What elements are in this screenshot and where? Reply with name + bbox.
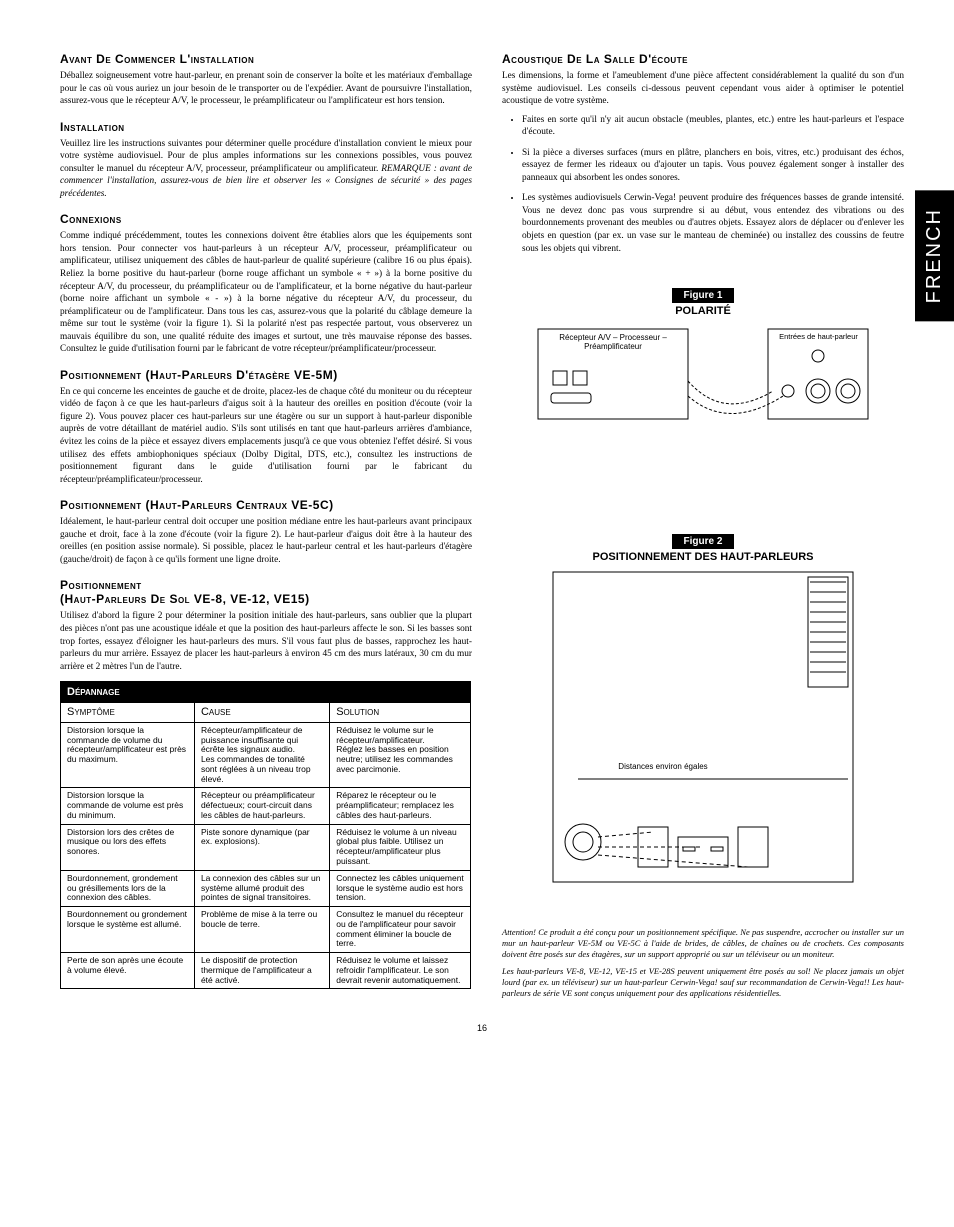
table-row: Réparez le récepteur ou le préamplificat… bbox=[330, 788, 471, 824]
para-connexions: Comme indiqué précédemment, toutes les c… bbox=[60, 230, 472, 355]
para-pos-5c: Idéalement, le haut-parleur central doit… bbox=[60, 516, 472, 566]
col-symptom: Symptôme bbox=[61, 703, 195, 723]
table-row: Distorsion lors des crêtes de musique ou… bbox=[61, 824, 195, 870]
right-column: Acoustique De La Salle D'écoute Les dime… bbox=[502, 40, 904, 1005]
table-row: Bourdonnement, grondement ou grésillemen… bbox=[61, 870, 195, 906]
para-acoustique: Les dimensions, la forme et l'ameublemen… bbox=[502, 70, 904, 108]
heading-pos-sol-1: Positionnement bbox=[60, 578, 472, 592]
figure-1: Figure 1 POLARITÉ Récepteur A/V – Proces… bbox=[502, 285, 904, 431]
figure-2: Figure 2 POSITIONNEMENT DES HAUT-PARLEUR… bbox=[502, 531, 904, 887]
heading-connexions: Connexions bbox=[60, 212, 472, 226]
table-row: Distorsion lorsque la commande de volume… bbox=[61, 788, 195, 824]
list-item: Si la pièce a diverses surfaces (murs en… bbox=[522, 147, 904, 185]
heading-installation: Installation bbox=[60, 120, 472, 134]
para-installation: Veuillez lire les instructions suivantes… bbox=[60, 138, 472, 201]
table-row: Distorsion lorsque la commande de volume… bbox=[61, 722, 195, 788]
table-row: Récepteur/amplificateur de puissance ins… bbox=[194, 722, 329, 788]
heading-pos-sol-2: (Haut-Parleurs De Sol VE-8, VE-12, VE15) bbox=[60, 592, 472, 606]
page-number: 16 bbox=[60, 1023, 904, 1033]
warning-2: Les haut-parleurs VE-8, VE-12, VE-15 et … bbox=[502, 966, 904, 999]
col-cause: Cause bbox=[194, 703, 329, 723]
table-row: Réduisez le volume sur le récepteur/ampl… bbox=[330, 722, 471, 788]
table-row: Consultez le manuel du récepteur ou de l… bbox=[330, 907, 471, 953]
table-row: Piste sonore dynamique (par ex. explosio… bbox=[194, 824, 329, 870]
fig1-left-label: Récepteur A/V – Processeur – Préamplific… bbox=[543, 333, 683, 351]
heading-pos-5m: Positionnement (Haut-Parleurs D'étagère … bbox=[60, 368, 472, 382]
figure-2-title: POSITIONNEMENT DES HAUT-PARLEURS bbox=[502, 551, 904, 563]
table-row: Le dispositif de protection thermique de… bbox=[194, 953, 329, 989]
table-row: Récepteur ou préamplificateur défectueux… bbox=[194, 788, 329, 824]
figure-1-label: Figure 1 bbox=[672, 288, 735, 303]
table-row: La connexion des câbles sur un système a… bbox=[194, 870, 329, 906]
para-avant: Déballez soigneusement votre haut-parleu… bbox=[60, 70, 472, 108]
figure-2-svg: Distances environ égales bbox=[548, 567, 858, 887]
table-row: Problème de mise à la terre ou boucle de… bbox=[194, 907, 329, 953]
para-pos-sol: Utilisez d'abord la figure 2 pour déterm… bbox=[60, 610, 472, 673]
language-tab: FRENCH bbox=[915, 190, 954, 321]
heading-pos-5c: Positionnement (Haut-Parleurs Centraux V… bbox=[60, 498, 472, 512]
fig2-distance-label: Distances environ égales bbox=[588, 762, 738, 771]
table-row: Bourdonnement ou grondement lorsque le s… bbox=[61, 907, 195, 953]
fig1-right-label: Entrées de haut-parleur bbox=[771, 332, 866, 341]
heading-avant: Avant De Commencer L'installation bbox=[60, 52, 472, 66]
table-row: Perte de son après une écoute à volume é… bbox=[61, 953, 195, 989]
para-pos-5m: En ce qui concerne les enceintes de gauc… bbox=[60, 386, 472, 486]
list-item: Les systèmes audiovisuels Cerwin-Vega! p… bbox=[522, 192, 904, 255]
list-item: Faites en sorte qu'il n'y ait aucun obst… bbox=[522, 114, 904, 139]
figure-1-svg: Récepteur A/V – Processeur – Préamplific… bbox=[533, 321, 873, 431]
bullet-list: Faites en sorte qu'il n'y ait aucun obst… bbox=[502, 114, 904, 255]
col-solution: Solution bbox=[330, 703, 471, 723]
troubleshooting-table: Dépannage Symptôme Cause Solution Distor… bbox=[60, 681, 471, 989]
figure-2-label: Figure 2 bbox=[672, 534, 735, 549]
table-row: Connectez les câbles uniquement lorsque … bbox=[330, 870, 471, 906]
figure-1-title: POLARITÉ bbox=[502, 305, 904, 317]
warning-1: Attention! Ce produit a été conçu pour u… bbox=[502, 927, 904, 960]
table-title: Dépannage bbox=[61, 682, 471, 703]
table-row: Réduisez le volume et laissez refroidir … bbox=[330, 953, 471, 989]
heading-acoustique: Acoustique De La Salle D'écoute bbox=[502, 52, 904, 66]
left-column: Avant De Commencer L'installation Déball… bbox=[60, 40, 472, 1005]
table-row: Réduisez le volume à un niveau global pl… bbox=[330, 824, 471, 870]
